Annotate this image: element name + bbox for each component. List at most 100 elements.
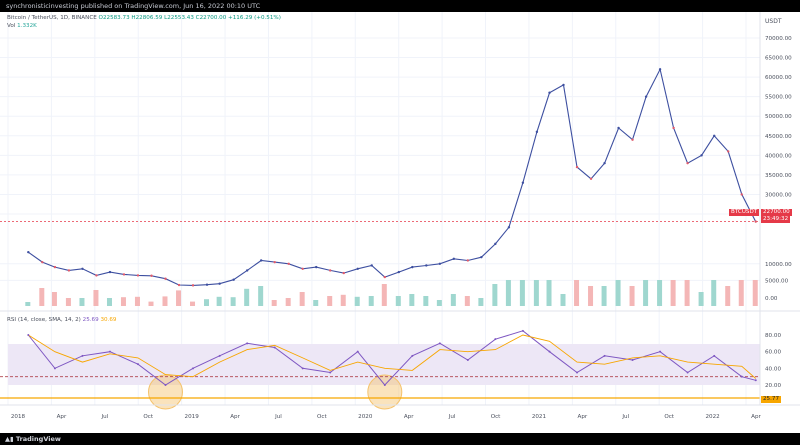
volume-bar: [574, 280, 580, 306]
rsi-point: [301, 367, 304, 370]
price-point: [425, 264, 428, 267]
rsi-axis-label: 60.00: [765, 350, 781, 356]
rsi-current-tag: 25.77: [761, 396, 782, 403]
footer-bar: ▲▮ TradingView: [0, 433, 800, 445]
rsi-value: 25.69: [82, 317, 99, 323]
rsi-point: [631, 359, 634, 361]
rsi-point: [383, 384, 386, 386]
price-axis-label: 50000.00: [765, 114, 792, 120]
volume-bar: [368, 296, 374, 306]
price-point: [575, 165, 579, 169]
symbol-title[interactable]: Bitcoin / TetherUS, 1D, BINANCE: [7, 15, 97, 21]
volume-bar: [738, 280, 744, 306]
rsi-point: [273, 346, 276, 349]
volume-bar: [601, 286, 607, 306]
price-axis-currency: USDT: [765, 18, 782, 25]
rsi-label[interactable]: RSI (14, close, SMA, 14, 2): [7, 317, 81, 323]
price-point: [686, 161, 689, 165]
volume-bar: [120, 297, 126, 306]
price-point: [507, 226, 511, 229]
rsi-point: [494, 338, 497, 341]
rsi-point: [27, 334, 30, 336]
price-point: [67, 269, 71, 272]
time-axis-label: Oct: [143, 414, 153, 420]
rsi-point: [246, 342, 249, 345]
time-axis-label: Apr: [578, 414, 588, 420]
time-axis-label: Jul: [274, 414, 282, 420]
time-axis-label: Apr: [404, 414, 414, 420]
volume-bar: [643, 280, 649, 306]
rsi-point: [466, 359, 469, 361]
price-point: [329, 269, 332, 272]
volume-bar: [533, 280, 539, 306]
price-point: [589, 177, 593, 180]
rsi-point: [603, 354, 606, 357]
volume-bar: [162, 296, 168, 306]
volume-bar: [588, 286, 594, 306]
volume-bar: [381, 284, 387, 306]
rsi-point: [521, 329, 524, 332]
time-axis-label: Apr: [57, 414, 67, 420]
volume-bar: [423, 296, 429, 306]
volume-bar: [464, 296, 470, 306]
volume-bar: [39, 288, 45, 306]
price-axis-label: 35000.00: [765, 173, 792, 179]
volume-label[interactable]: Vol: [7, 23, 16, 29]
time-axis-label: 2018: [11, 414, 26, 420]
rsi-point: [192, 367, 195, 370]
time-axis-label: Apr: [230, 414, 240, 420]
price-point: [287, 262, 290, 265]
volume-bar: [615, 280, 621, 306]
price-point: [727, 150, 730, 153]
price-point: [122, 273, 126, 276]
price-point: [232, 278, 235, 281]
volume-bar: [134, 296, 140, 306]
rsi-point: [108, 350, 111, 353]
volume-bar: [65, 298, 71, 306]
time-axis-label: Jul: [621, 414, 629, 420]
price-point: [108, 270, 112, 274]
time-axis: 2018 Apr Jul Oct 2019 Apr Jul Oct 2020 Apr Jul Oct 2…: [11, 414, 762, 420]
oversold-highlight: [147, 374, 183, 410]
price-line: [27, 67, 757, 287]
price-axis-label: 10000.00: [765, 262, 792, 268]
rsi-point: [713, 354, 716, 357]
price-point: [397, 270, 400, 274]
volume-bar: [546, 280, 552, 306]
price-point: [41, 260, 44, 264]
volume-bar: [327, 296, 333, 306]
publish-header: synchronisticinvesting published on Trad…: [0, 0, 800, 12]
price-axis-label: 65000.00: [765, 56, 792, 62]
volume-bar: [93, 290, 99, 306]
volume-value: 1.332K: [17, 23, 37, 29]
price-point: [218, 282, 221, 285]
price-point: [95, 274, 98, 277]
countdown-tag: 23:49:32: [761, 216, 791, 223]
time-axis-label: 2022: [705, 414, 719, 420]
rsi-axis-label: 40.00: [765, 366, 781, 372]
volume-bar: [148, 301, 154, 306]
time-axis-label: 2020: [358, 414, 373, 420]
time-axis-label: Oct: [491, 414, 501, 420]
volume-bar: [560, 294, 566, 306]
price-point: [521, 181, 525, 184]
oversold-highlight: [367, 374, 403, 410]
time-axis-label: Jul: [448, 414, 456, 420]
volume-bar: [313, 300, 319, 306]
tradingview-logo[interactable]: ▲▮ TradingView: [5, 435, 61, 443]
ohlc-values: O22583.73 H22806.59 L22553.43 C22700.00 …: [98, 15, 281, 21]
rsi-point: [576, 371, 579, 374]
volume-bars: [25, 280, 758, 306]
price-point: [245, 269, 249, 272]
price-point: [177, 283, 181, 287]
price-point: [259, 259, 263, 262]
rsi-point: [686, 371, 689, 374]
price-point: [150, 274, 153, 277]
price-point: [452, 257, 456, 261]
time-axis-label: 2021: [532, 414, 547, 420]
rsi-axis-label: 20.00: [765, 383, 781, 389]
volume-bar: [725, 286, 731, 306]
volume-bar: [711, 280, 717, 306]
